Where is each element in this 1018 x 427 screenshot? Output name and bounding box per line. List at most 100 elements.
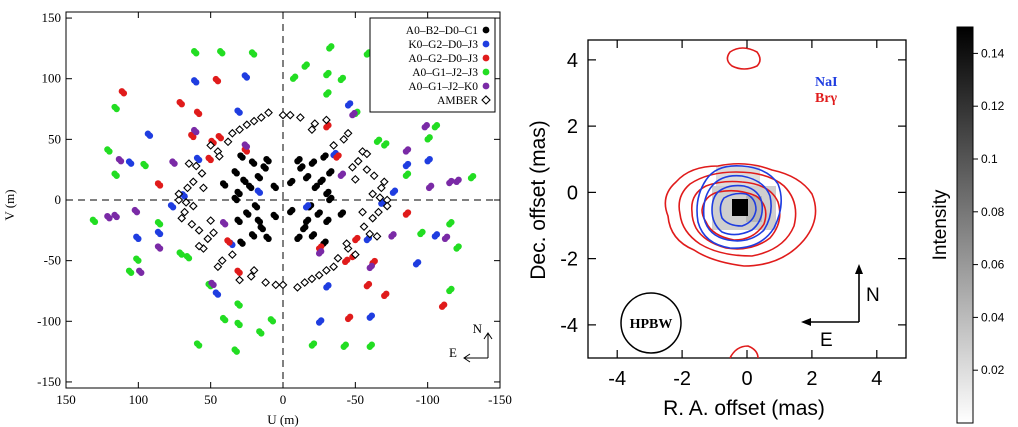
uv-compass: N E: [449, 321, 493, 363]
uv-point-trail: [414, 259, 422, 266]
contour-x-tick-label: 2: [806, 368, 817, 390]
colorbar-gradient: [956, 26, 974, 424]
colorbar-ticks: 0.14 0.12 0.1 0.08 0.06 0.04 0.02: [973, 46, 1005, 377]
uv-point-amber: [372, 232, 382, 241]
uv-point-trail: [234, 267, 241, 274]
uv-point-trail: [254, 216, 262, 224]
uv-point-trail: [133, 255, 140, 262]
uv-point-trail: [346, 313, 354, 321]
uv-point-amber: [362, 165, 372, 175]
uv-point-trail: [342, 341, 349, 348]
uv-point-trail: [188, 131, 195, 139]
nai-legend-label: NaI: [815, 75, 838, 90]
uv-point-trail: [241, 141, 249, 148]
uv-point-trail: [423, 122, 430, 129]
uv-point-amber: [188, 201, 198, 211]
nai-contour-2: [702, 174, 772, 242]
uv-point-trail: [270, 182, 277, 190]
uv-point-amber: [183, 183, 192, 193]
uv-point-amber: [217, 256, 227, 266]
uv-point-trail: [115, 155, 123, 163]
uv-point-trail: [291, 73, 299, 80]
uv-point-amber: [350, 250, 360, 259]
uv-point-trail: [391, 187, 399, 194]
uv-point-trail: [191, 77, 198, 84]
uv-point-trail: [241, 72, 249, 79]
uv-point-trail: [234, 188, 241, 196]
uv-legend-label: A0–G2–D0–J3: [408, 53, 478, 65]
uv-point-trail: [208, 279, 215, 287]
uv-point-amber: [369, 171, 379, 181]
uv-point-amber: [187, 219, 197, 229]
uv-point-trail: [325, 188, 332, 196]
uv-point-amber: [329, 141, 339, 150]
uv-point-amber: [343, 244, 353, 253]
uv-point-trail: [263, 155, 270, 163]
uv-point-amber: [206, 216, 216, 225]
brgamma-contour-2: [678, 171, 797, 257]
uv-legend-label: AMBER: [437, 95, 478, 107]
uv-point-trail: [344, 256, 351, 264]
uv-point-trail: [304, 172, 312, 180]
uv-point-trail: [136, 267, 143, 274]
uv-point-trail: [125, 158, 133, 165]
uv-point-trail: [248, 49, 256, 56]
uv-point-trail: [440, 301, 448, 308]
uv-point-trail: [234, 300, 241, 307]
uv-point-trail: [339, 74, 347, 82]
uv-point-trail: [448, 285, 455, 293]
contour-x-tick-label: -2: [673, 368, 691, 390]
brgamma-contour-bottom: [729, 345, 759, 359]
uv-point-trail: [302, 223, 309, 231]
uv-point-amber: [368, 213, 378, 223]
uv-y-tick-label: -50: [44, 253, 61, 268]
uv-point-amber: [213, 262, 223, 272]
uv-point-trail: [433, 122, 441, 129]
uv-point-trail: [191, 48, 198, 55]
uv-point-trail: [254, 172, 262, 180]
uv-point-trail: [219, 219, 227, 226]
uv-point-trail: [256, 328, 263, 335]
uv-point-trail: [335, 152, 342, 159]
uv-point-amber: [343, 128, 353, 138]
uv-point-trail: [426, 134, 433, 141]
uv-point-amber: [348, 162, 357, 172]
uv-legend-marker: [482, 68, 490, 76]
uv-point-amber: [350, 175, 360, 184]
uv-point-trail: [289, 177, 296, 185]
nai-contour-outer: [696, 164, 782, 249]
uv-point-trail: [89, 216, 97, 224]
uv-point-amber: [300, 278, 310, 287]
uv-x-tick-label: 0: [280, 392, 287, 407]
uv-point-trail: [404, 160, 412, 168]
uv-point-trail: [212, 75, 220, 83]
uv-point-trail: [131, 206, 139, 214]
uv-point-trail: [237, 152, 244, 159]
uv-point-trail: [257, 223, 264, 231]
uv-point-trail: [111, 170, 118, 177]
uv-legend-marker: [482, 26, 490, 34]
contour-compass-east-label: E: [820, 330, 833, 351]
contour-compass-north-label: N: [866, 285, 880, 306]
uv-point-trail: [325, 89, 332, 96]
uv-point-trail: [125, 267, 133, 274]
uv-x-tick-label: -50: [347, 392, 364, 407]
uv-point-amber: [197, 168, 207, 178]
uv-point-amber: [223, 137, 233, 147]
uv-point-trail: [154, 180, 162, 187]
contour-compass: N E: [801, 264, 880, 351]
uv-point-trail: [104, 146, 111, 153]
nai-contours: [696, 164, 782, 249]
uv-point-trail: [133, 233, 140, 241]
uv-point-trail: [455, 176, 462, 184]
uv-point-trail: [234, 319, 241, 327]
contour-y-tick-label: -4: [560, 315, 578, 337]
uv-point-trail: [351, 109, 358, 117]
uv-x-axis-label: U (m): [267, 412, 298, 427]
uv-point-amber: [184, 159, 194, 168]
uv-legend-marker: [482, 54, 490, 62]
brgamma-legend-label: Brγ: [815, 91, 838, 106]
uv-points: [89, 43, 477, 355]
uv-point-trail: [219, 180, 227, 187]
uv-y-tick-label: -150: [37, 374, 61, 389]
